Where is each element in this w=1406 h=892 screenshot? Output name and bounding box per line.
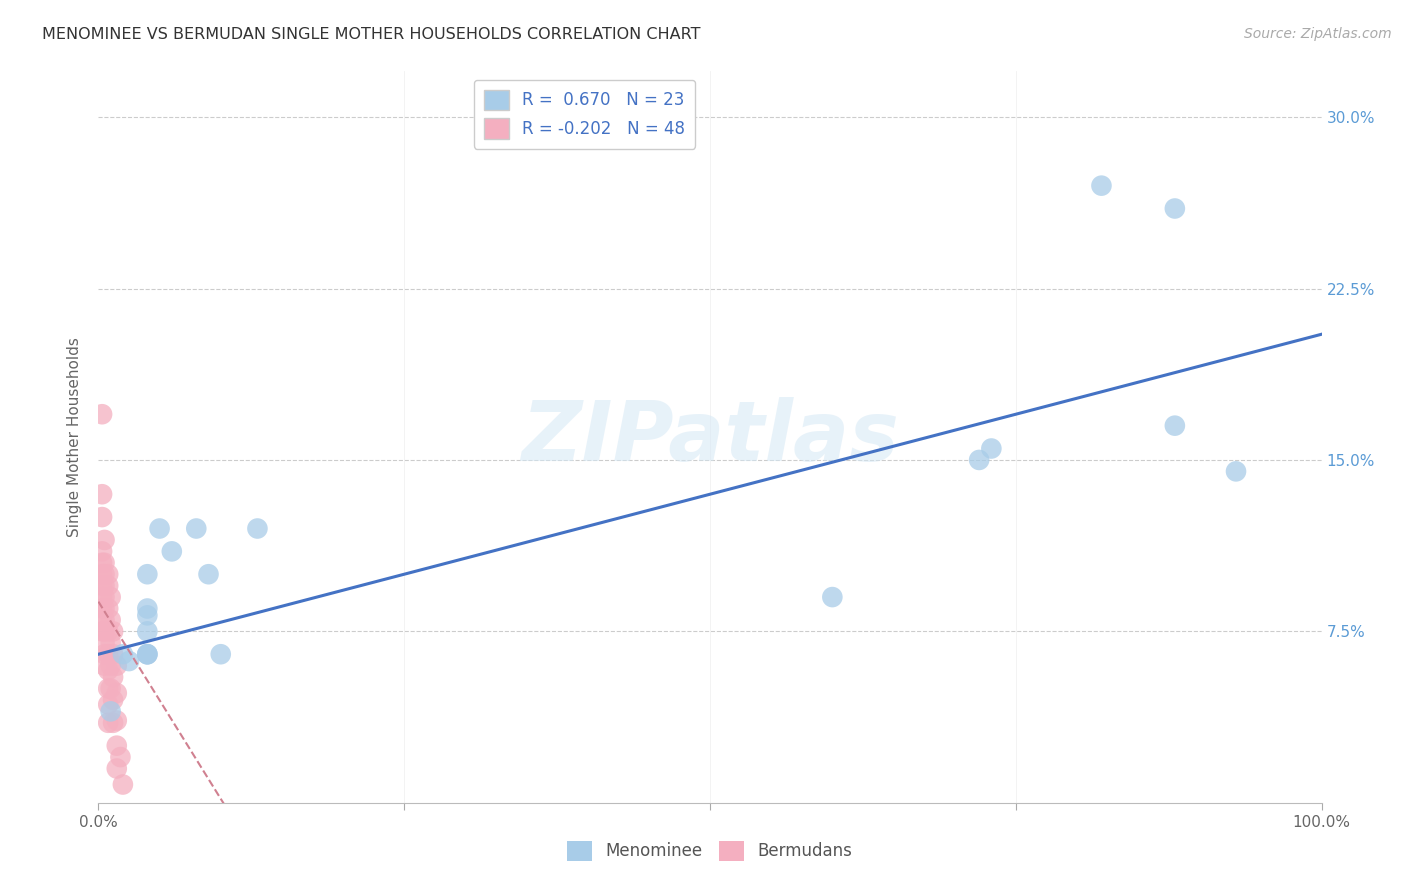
Point <box>91 407 114 421</box>
Point <box>100 613 122 627</box>
Point <box>136 647 159 661</box>
Point <box>105 762 128 776</box>
Point <box>821 590 844 604</box>
Point <box>93 590 115 604</box>
Point <box>1164 418 1187 433</box>
Point <box>980 442 1002 456</box>
Point <box>93 533 115 547</box>
Legend: Menominee, Bermudans: Menominee, Bermudans <box>561 834 859 868</box>
Point <box>101 624 124 639</box>
Point <box>105 714 128 728</box>
Point <box>111 647 134 661</box>
Point <box>97 663 120 677</box>
Point <box>93 624 115 639</box>
Point <box>100 636 122 650</box>
Point <box>160 544 183 558</box>
Point <box>91 510 114 524</box>
Point <box>91 556 114 570</box>
Point <box>93 556 115 570</box>
Point <box>209 647 232 661</box>
Point <box>101 693 124 707</box>
Point <box>100 705 122 719</box>
Point <box>110 750 132 764</box>
Point <box>93 567 115 582</box>
Text: MENOMINEE VS BERMUDAN SINGLE MOTHER HOUSEHOLDS CORRELATION CHART: MENOMINEE VS BERMUDAN SINGLE MOTHER HOUS… <box>42 27 700 42</box>
Point <box>91 601 114 615</box>
Point <box>136 601 159 615</box>
Point <box>91 487 114 501</box>
Point <box>91 613 114 627</box>
Point <box>186 521 208 535</box>
Point <box>93 613 115 627</box>
Point <box>97 601 120 615</box>
Point <box>101 670 124 684</box>
Point <box>100 681 122 696</box>
Point <box>1164 202 1187 216</box>
Point <box>136 567 159 582</box>
Point <box>136 647 159 661</box>
Point <box>1225 464 1247 478</box>
Point <box>93 658 115 673</box>
Point <box>97 567 120 582</box>
Point <box>111 778 134 792</box>
Point <box>105 658 128 673</box>
Point <box>197 567 219 582</box>
Point <box>97 624 120 639</box>
Point <box>118 654 141 668</box>
Point <box>97 647 120 661</box>
Point <box>100 590 122 604</box>
Point <box>93 601 115 615</box>
Point <box>105 686 128 700</box>
Point <box>246 521 269 535</box>
Point <box>93 636 115 650</box>
Point <box>91 590 114 604</box>
Point <box>91 567 114 582</box>
Point <box>100 658 122 673</box>
Point <box>136 647 159 661</box>
Point <box>91 624 114 639</box>
Point <box>149 521 172 535</box>
Point <box>1090 178 1112 193</box>
Text: ZIPatlas: ZIPatlas <box>522 397 898 477</box>
Point <box>97 715 120 730</box>
Point <box>93 647 115 661</box>
Point <box>97 579 120 593</box>
Point <box>136 624 159 639</box>
Point <box>93 579 115 593</box>
Point <box>97 681 120 696</box>
Point <box>101 647 124 661</box>
Point <box>91 544 114 558</box>
Y-axis label: Single Mother Households: Single Mother Households <box>67 337 83 537</box>
Point <box>136 608 159 623</box>
Point <box>101 715 124 730</box>
Point <box>97 698 120 712</box>
Point <box>105 739 128 753</box>
Point <box>91 579 114 593</box>
Text: Source: ZipAtlas.com: Source: ZipAtlas.com <box>1244 27 1392 41</box>
Point <box>967 453 990 467</box>
